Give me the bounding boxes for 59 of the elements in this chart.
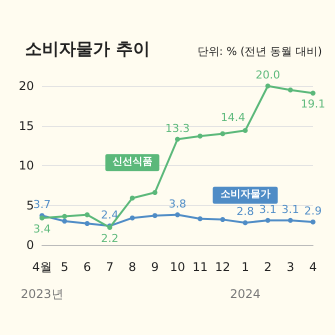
point <box>62 218 68 224</box>
point <box>84 221 90 226</box>
data-label: 19.1 <box>300 98 326 111</box>
text: 2024 <box>230 287 261 301</box>
chart-title: 소비자물가 추이 <box>25 40 150 60</box>
point <box>198 216 203 222</box>
x-tick-label: 9 <box>151 260 159 274</box>
point <box>62 214 68 219</box>
x-tick-label: 10 <box>170 260 186 274</box>
x-tick-label: 2 <box>264 260 272 274</box>
data-label: 3.4 <box>33 222 51 236</box>
point <box>198 134 203 139</box>
point <box>242 128 248 134</box>
point <box>288 87 293 92</box>
point <box>152 213 158 218</box>
y-tick-label: 20 <box>18 79 34 93</box>
y-tick-label: 15 <box>18 118 34 133</box>
x-tick-label: 7 <box>106 260 114 274</box>
x-tick-label: 6 <box>83 260 91 274</box>
y-tick-label: 5 <box>26 198 34 212</box>
point <box>310 90 316 96</box>
x-tick-label: 11 <box>192 260 208 274</box>
x-tick-label: 1 <box>241 260 250 274</box>
y-tick-label: 0 <box>26 238 34 252</box>
series-label: 소비자물가 <box>220 189 270 200</box>
point <box>152 190 158 196</box>
point <box>220 131 226 136</box>
series-label: 신선식품 <box>112 156 152 168</box>
point <box>175 212 180 218</box>
data-label: 3.1 <box>282 202 300 216</box>
point <box>220 217 226 222</box>
point <box>310 219 316 224</box>
text: 2023년 <box>20 287 64 301</box>
x-tick-label: 4월 <box>32 260 52 274</box>
x-tick-label: 8 <box>128 260 136 274</box>
chart-subtitle: 단위: % (전년 동월 대비) <box>197 45 322 58</box>
data-label: 3.8 <box>168 197 186 210</box>
point <box>84 212 90 218</box>
point <box>175 136 180 142</box>
x-tick-label: 4 <box>309 260 317 274</box>
point <box>242 220 248 226</box>
point <box>130 196 135 201</box>
data-label: 3.1 <box>259 202 277 216</box>
x-tick-label: 5 <box>60 260 68 274</box>
data-label: 2.8 <box>236 205 254 218</box>
point <box>265 218 270 223</box>
data-label: 14.4 <box>220 111 246 124</box>
point <box>288 218 293 223</box>
y-tick-label: 10 <box>18 158 34 172</box>
data-label: 13.3 <box>165 122 190 135</box>
point <box>265 84 270 88</box>
x-tick-label: 3 <box>286 260 294 274</box>
x-tick-label: 12 <box>215 260 230 274</box>
data-label: 3.7 <box>33 198 51 212</box>
point <box>130 215 135 220</box>
data-label: 20.0 <box>256 68 280 82</box>
data-label: 2.4 <box>101 208 118 222</box>
data-label: 2.2 <box>101 232 118 246</box>
data-label: 2.9 <box>304 204 322 218</box>
